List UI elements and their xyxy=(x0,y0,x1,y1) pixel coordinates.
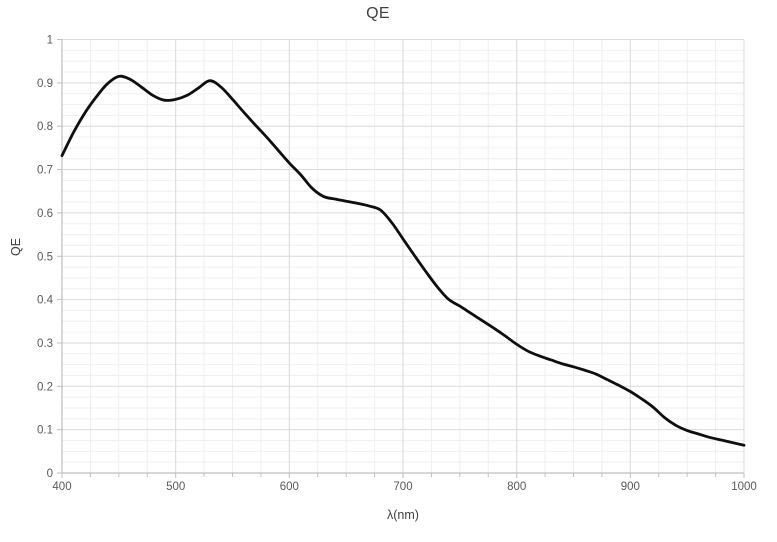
tick-marks xyxy=(57,39,745,478)
y-tick-labels: 0 0.1 0.2 0.3 0.4 0.5 0.6 0.7 0.8 0.9 1 xyxy=(37,35,54,481)
x-tick-label: 900 xyxy=(621,481,640,493)
y-tick-label: 0.8 xyxy=(37,121,53,133)
x-tick-label: 600 xyxy=(280,481,299,493)
y-tick-label: 0 xyxy=(47,468,53,480)
y-tick-label: 0.7 xyxy=(37,165,53,177)
x-tick-label: 800 xyxy=(507,481,526,493)
x-tick-label: 500 xyxy=(166,481,185,493)
qe-curve xyxy=(60,74,746,447)
y-tick-label: 0.5 xyxy=(37,251,53,263)
x-tick-label: 1000 xyxy=(731,481,757,493)
y-tick-label: 0.1 xyxy=(37,425,53,437)
x-axis-title: λ(nm) xyxy=(387,508,419,522)
y-tick-label: 0.4 xyxy=(37,295,54,307)
y-tick-label: 1 xyxy=(47,35,53,47)
chart-title: QE xyxy=(366,5,390,22)
y-tick-label: 0.3 xyxy=(37,338,53,350)
y-tick-label: 0.9 xyxy=(37,78,53,90)
y-tick-label: 0.2 xyxy=(37,381,53,393)
x-tick-label: 400 xyxy=(52,481,71,493)
x-tick-label: 700 xyxy=(393,481,412,493)
y-tick-label: 0.6 xyxy=(37,208,53,220)
major-gridlines xyxy=(61,39,745,474)
x-tick-labels: 400 500 600 700 800 900 1000 xyxy=(52,481,756,493)
